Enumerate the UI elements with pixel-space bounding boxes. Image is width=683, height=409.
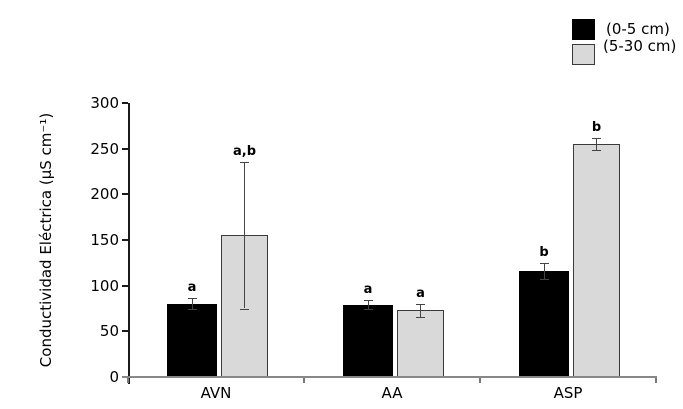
x-tick	[127, 378, 129, 383]
sig-letter: a	[416, 285, 425, 301]
error-bar-cap-top	[187, 298, 197, 300]
x-tick	[479, 378, 481, 383]
error-bar-cap-bottom	[539, 279, 549, 281]
error-bar-cap-bottom	[592, 150, 601, 152]
y-tick-label: 200	[90, 185, 119, 204]
error-bar-cap-top	[592, 137, 601, 139]
sig-letter: b	[591, 119, 602, 135]
x-category-label-asp: ASP	[553, 384, 583, 402]
error-bar-cap-top	[240, 162, 249, 164]
legend-swatch-5-30cm	[572, 44, 595, 65]
sig-letter: a	[363, 282, 373, 298]
bar-ASP-series0	[519, 271, 569, 377]
y-tick-label: 100	[90, 276, 119, 295]
legend-label-0-5cm: (0-5 cm)	[606, 20, 670, 38]
error-bar-cap-top	[363, 300, 373, 302]
error-bar	[596, 137, 597, 151]
y-tick	[122, 284, 128, 287]
x-tick	[303, 378, 305, 383]
error-bar-cap-bottom	[187, 309, 197, 311]
error-bar	[191, 298, 193, 310]
y-tick	[122, 239, 128, 241]
x-tick	[655, 378, 657, 383]
x-axis-line	[122, 376, 657, 378]
legend-swatch-0-5cm	[572, 19, 595, 40]
error-bar-cap-bottom	[416, 316, 425, 318]
y-tick	[122, 193, 128, 196]
sig-letter: b	[539, 244, 549, 260]
error-bar-cap-bottom	[240, 308, 249, 310]
sig-letter: a,b	[232, 144, 257, 160]
sig-letter: a	[187, 280, 197, 296]
y-tick-label: 50	[99, 322, 119, 341]
error-bar-cap-bottom	[363, 309, 373, 311]
y-tick-label: 300	[90, 94, 119, 112]
error-bar-cap-top	[416, 303, 425, 305]
legend-label-5-30cm: (5-30 cm)	[603, 37, 677, 55]
bar-AA-series0	[343, 304, 393, 377]
y-tick	[122, 330, 128, 333]
bar-AVN-series0	[167, 303, 217, 377]
x-category-label-avn: AVN	[200, 384, 232, 402]
y-axis-line	[128, 103, 130, 384]
bar-ASP-series1	[573, 144, 620, 377]
y-tick-label: 250	[90, 139, 119, 158]
y-tick-label: 150	[90, 231, 119, 249]
error-bar	[420, 303, 421, 317]
y-tick	[122, 102, 128, 104]
y-tick-label: 0	[109, 368, 119, 386]
error-bar	[543, 262, 545, 280]
y-tick	[122, 147, 128, 150]
error-bar	[244, 162, 245, 309]
error-bar	[367, 300, 369, 310]
error-bar-cap-top	[539, 262, 549, 264]
x-category-label-aa: AA	[381, 384, 403, 402]
bar-AA-series1	[397, 310, 444, 377]
